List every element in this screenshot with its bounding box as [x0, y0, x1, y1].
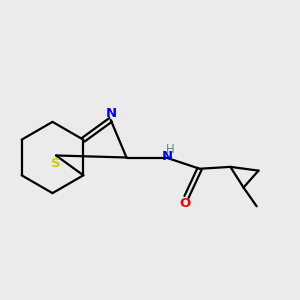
- Text: O: O: [179, 197, 190, 210]
- Text: H: H: [166, 143, 175, 156]
- Text: N: N: [106, 107, 117, 120]
- Text: N: N: [162, 150, 173, 163]
- Text: S: S: [51, 157, 61, 170]
